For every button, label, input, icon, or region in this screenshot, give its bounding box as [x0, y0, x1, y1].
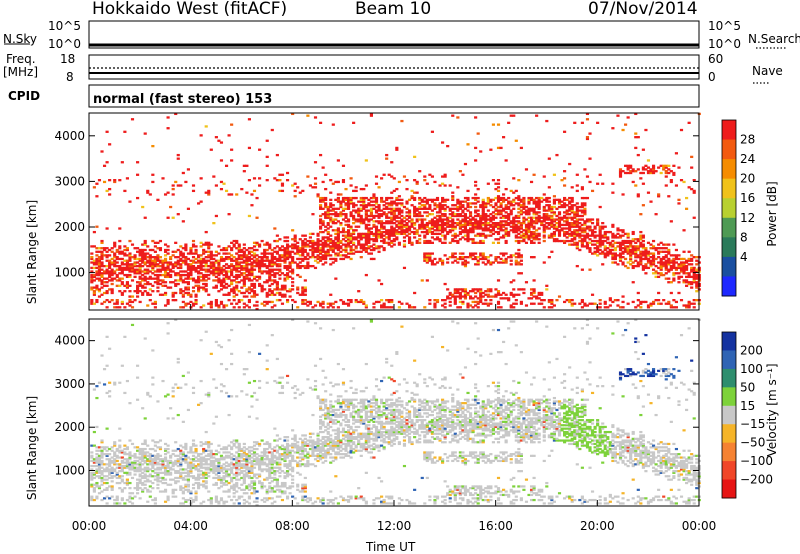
velocity-colorbar-seg-7: [722, 461, 736, 481]
time-tick-label-1: 04:00: [173, 519, 208, 533]
velocity-colorbar-tick-1: 100: [740, 362, 763, 376]
velocity-colorbar-tick-2: 50: [740, 380, 755, 394]
nave-label: Nave: [752, 64, 783, 78]
power-colorbar-seg-8: [722, 276, 736, 297]
velocity-scatter: [90, 318, 701, 507]
velocity-colorbar-seg-0: [722, 332, 736, 351]
power-ytick-label-4000: 4000: [54, 129, 85, 143]
power-colorbar-tick-1: 24: [740, 152, 755, 166]
time-tick-label-0: 00:00: [72, 519, 107, 533]
power-colorbar-tick-3: 16: [740, 191, 755, 205]
time-tick-label-6: 00:00: [682, 519, 717, 533]
velocity-colorbar-tick-0: 200: [740, 343, 763, 357]
velocity-ytick-label-1000: 1000: [54, 464, 85, 478]
velocity-colorbar-seg-4: [722, 405, 736, 425]
time-tick-label-3: 12:00: [377, 519, 412, 533]
velocity-ytick-label-4000: 4000: [54, 334, 85, 348]
power-panel-ylabel: Slant Range [km]: [25, 199, 39, 305]
power-colorbar-seg-0: [722, 120, 736, 141]
beam-label: Beam 10: [355, 0, 432, 19]
date-label: 07/Nov/2014: [588, 0, 698, 19]
nsky-label: N.Sky: [3, 32, 38, 46]
noise-panel-frame: [88, 20, 700, 49]
power-colorbar-tick-4: 12: [740, 211, 755, 225]
power-colorbar-tick-6: 4: [740, 250, 748, 264]
nsky-tick-low: 10^0: [48, 37, 81, 51]
velocity-colorbar-tick-6: −100: [740, 454, 773, 468]
radar-title: Hokkaido West (fitACF): [92, 0, 288, 19]
velocity-ytick-label-3000: 3000: [54, 377, 85, 391]
power-colorbar-tick-0: 28: [740, 133, 755, 147]
velocity-colorbar-tick-7: −200: [740, 473, 773, 487]
power-colorbar-tick-2: 20: [740, 172, 755, 186]
power-colorbar-tick-5: 8: [740, 230, 748, 244]
freq-unit-label: [MHz]: [3, 65, 39, 79]
velocity-colorbar-tick-5: −50: [740, 436, 765, 450]
nsky-tick-high: 10^5: [48, 19, 81, 33]
freq-panel-frame: [88, 54, 700, 80]
power-colorbar-seg-6: [722, 237, 736, 258]
power-ytick-label-3000: 3000: [54, 174, 85, 188]
nave-tick-high: 60: [708, 52, 724, 66]
velocity-ytick-label-2000: 2000: [54, 420, 85, 434]
power-colorbar-seg-4: [722, 198, 736, 219]
power-colorbar-seg-7: [722, 256, 736, 277]
time-tick-label-5: 20:00: [580, 519, 615, 533]
freq-label: Freq.: [6, 52, 36, 66]
cpid-label: CPID: [8, 89, 41, 103]
cpid-panel-frame: [88, 84, 700, 108]
time-axis-label: Time UT: [366, 540, 416, 554]
power-ytick-label-2000: 2000: [54, 220, 85, 234]
freq-tick-low: 8: [66, 70, 74, 84]
velocity-colorbar-label: Velocity [m s⁻¹]: [765, 363, 779, 457]
power-scatter: [90, 112, 701, 311]
velocity-colorbar-tick-3: 15: [740, 399, 755, 413]
velocity-colorbar-seg-5: [722, 424, 736, 444]
nsearch-tick-high: 10^5: [708, 19, 741, 33]
power-colorbar-seg-1: [722, 139, 736, 160]
cpid-text: normal (fast stereo) 153: [93, 92, 273, 107]
velocity-colorbar-seg-1: [722, 350, 736, 370]
nsearch-label: N.Search: [748, 32, 800, 46]
velocity-colorbar-frame: [721, 331, 737, 499]
freq-tick-high: 18: [60, 52, 76, 66]
power-colorbar-label: Power [dB]: [765, 181, 779, 247]
velocity-colorbar-seg-2: [722, 368, 736, 388]
velocity-panel-ylabel: Slant Range [km]: [25, 395, 39, 501]
time-tick-label-4: 16:00: [478, 519, 513, 533]
velocity-colorbar-seg-6: [722, 442, 736, 462]
nave-tick-low: 0: [708, 70, 716, 84]
power-colorbar-frame: [721, 119, 737, 297]
velocity-colorbar-seg-3: [722, 387, 736, 407]
power-colorbar-seg-5: [722, 217, 736, 238]
time-tick-label-2: 08:00: [275, 519, 310, 533]
power-colorbar-seg-2: [722, 159, 736, 180]
power-ytick-label-1000: 1000: [54, 266, 85, 280]
nsearch-tick-low: 10^0: [708, 37, 741, 51]
velocity-colorbar-tick-4: −15: [740, 417, 765, 431]
power-colorbar-seg-3: [722, 178, 736, 199]
velocity-colorbar-seg-8: [722, 479, 736, 499]
